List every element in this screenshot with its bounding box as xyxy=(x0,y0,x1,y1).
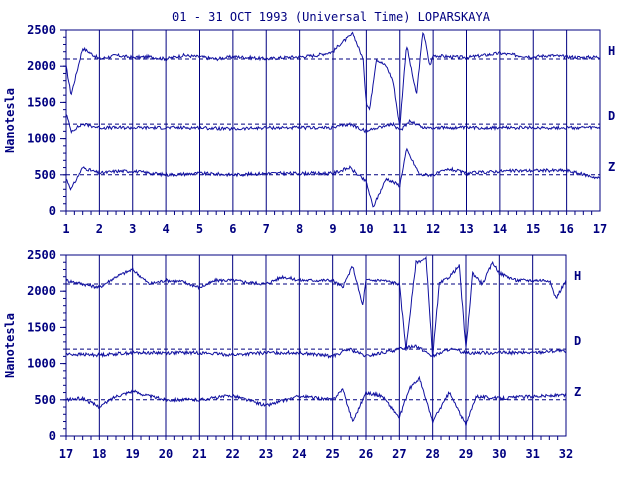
x-tick-label: 18 xyxy=(92,447,106,461)
y-tick-label: 1500 xyxy=(27,320,56,334)
series-d-trace xyxy=(65,114,601,135)
series-label-z: Z xyxy=(608,160,615,174)
x-tick-label: 17 xyxy=(59,447,73,461)
y-tick-label: 0 xyxy=(49,429,56,443)
y-tick-label: 1500 xyxy=(27,95,56,109)
x-tick-label: 12 xyxy=(426,222,440,236)
y-tick-label: 1000 xyxy=(27,132,56,146)
y-axis-label: Nanotesla xyxy=(3,313,17,378)
series-label-z: Z xyxy=(574,385,581,399)
x-tick-label: 26 xyxy=(359,447,373,461)
y-axis-label: Nanotesla xyxy=(3,88,17,153)
x-tick-label: 27 xyxy=(392,447,406,461)
x-tick-label: 25 xyxy=(325,447,339,461)
x-tick-label: 11 xyxy=(393,222,407,236)
series-label-h: H xyxy=(574,269,581,283)
x-tick-label: 8 xyxy=(296,222,303,236)
series-d-trace xyxy=(65,344,567,360)
x-tick-label: 30 xyxy=(492,447,506,461)
x-tick-label: 5 xyxy=(196,222,203,236)
x-tick-label: 6 xyxy=(229,222,236,236)
x-tick-label: 16 xyxy=(559,222,573,236)
y-tick-label: 2500 xyxy=(27,248,56,262)
y-tick-label: 2000 xyxy=(27,59,56,73)
x-tick-label: 23 xyxy=(259,447,273,461)
series-label-d: D xyxy=(574,334,581,348)
y-tick-label: 2500 xyxy=(27,23,56,37)
x-tick-label: 28 xyxy=(425,447,439,461)
x-tick-label: 1 xyxy=(62,222,69,236)
x-tick-label: 4 xyxy=(163,222,170,236)
x-tick-label: 10 xyxy=(359,222,373,236)
series-z-trace xyxy=(65,375,567,427)
series-label-d: D xyxy=(608,109,615,123)
x-tick-label: 3 xyxy=(129,222,136,236)
x-tick-label: 20 xyxy=(159,447,173,461)
x-tick-label: 2 xyxy=(96,222,103,236)
x-tick-label: 14 xyxy=(493,222,507,236)
x-tick-label: 24 xyxy=(292,447,306,461)
x-tick-label: 22 xyxy=(225,447,239,461)
y-tick-label: 500 xyxy=(34,393,56,407)
x-tick-label: 21 xyxy=(192,447,206,461)
x-tick-label: 19 xyxy=(125,447,139,461)
series-z-trace xyxy=(65,147,601,208)
panel-2: 17 18 19 20 21 22 23 24 25 26 27 28 29 30 31 32 0 500 1000… xyxy=(3,248,581,461)
x-tick-label: 9 xyxy=(329,222,336,236)
y-tick-label: 1000 xyxy=(27,357,56,371)
series-h-trace xyxy=(65,31,600,128)
series-label-h: H xyxy=(608,44,615,58)
x-tick-label: 15 xyxy=(526,222,540,236)
x-tick-label: 29 xyxy=(459,447,473,461)
y-tick-label: 2000 xyxy=(27,284,56,298)
chart-title: 01 - 31 OCT 1993 (Universal Time) LOPARS… xyxy=(172,10,491,24)
y-tick-label: 500 xyxy=(34,168,56,182)
series-h-trace xyxy=(65,255,567,358)
x-tick-label: 7 xyxy=(263,222,270,236)
x-tick-label: 13 xyxy=(459,222,473,236)
plot-frame xyxy=(65,254,567,437)
x-tick-label: 31 xyxy=(525,447,539,461)
y-tick-label: 0 xyxy=(49,204,56,218)
x-tick-label: 32 xyxy=(559,447,573,461)
panel-1: 1 2 3 4 5 6 7 8 9 10 11 12 13 14 15 16 17050010001500200… xyxy=(3,23,615,236)
x-tick-label: 17 xyxy=(593,222,607,236)
